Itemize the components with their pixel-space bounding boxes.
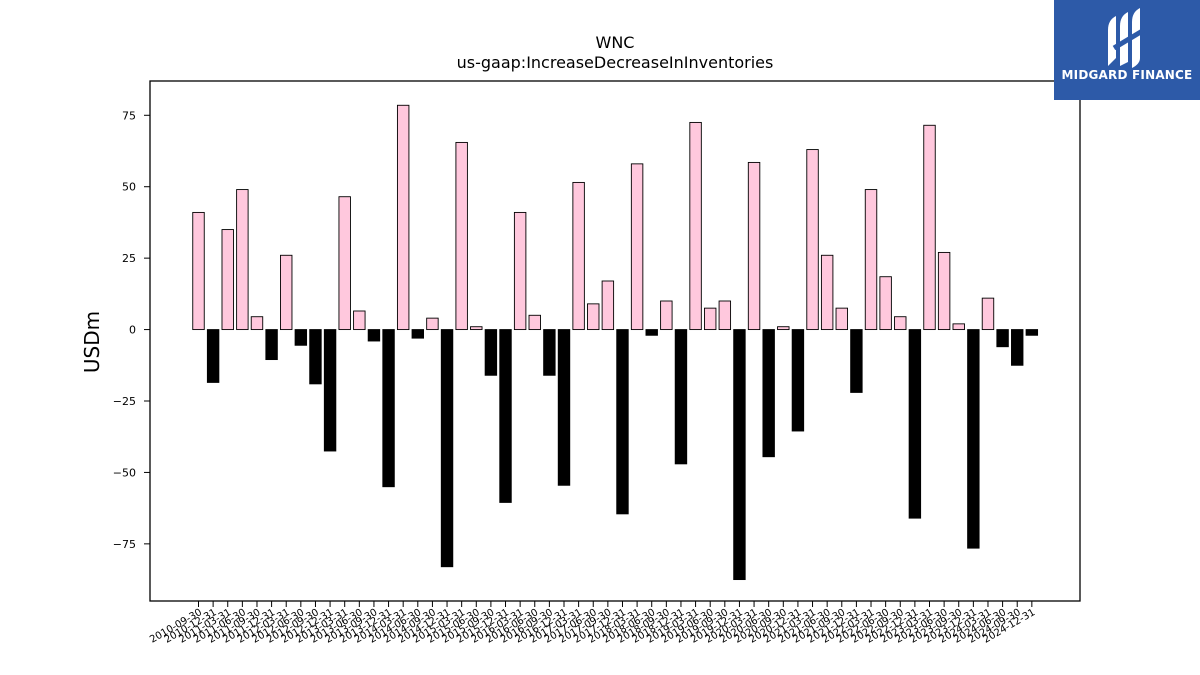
bar bbox=[952, 323, 965, 331]
chart-title: WNC bbox=[596, 33, 635, 52]
y-tick-label: 25 bbox=[122, 252, 136, 265]
bar bbox=[499, 329, 512, 503]
bar bbox=[455, 141, 468, 331]
bar bbox=[192, 211, 205, 331]
bar bbox=[1011, 329, 1024, 366]
bar bbox=[747, 161, 761, 331]
bar bbox=[411, 329, 424, 339]
plot-frame bbox=[149, 80, 1081, 602]
bar bbox=[323, 329, 337, 452]
brand-logo: MIDGARD FINANCE bbox=[1054, 0, 1200, 100]
bar bbox=[513, 211, 527, 331]
bar bbox=[718, 300, 732, 331]
bar bbox=[221, 229, 234, 331]
bar bbox=[850, 329, 863, 393]
bar bbox=[294, 329, 308, 346]
bar bbox=[250, 316, 264, 331]
bar bbox=[470, 326, 483, 331]
y-tick-label: 75 bbox=[122, 109, 136, 122]
bar bbox=[660, 300, 673, 331]
bar bbox=[616, 329, 629, 515]
y-tick-label: 50 bbox=[122, 181, 136, 194]
bar bbox=[587, 303, 600, 331]
y-tick-label: −50 bbox=[113, 466, 136, 479]
bar bbox=[689, 121, 702, 331]
brand-name: MIDGARD FINANCE bbox=[1061, 68, 1193, 82]
bar bbox=[528, 314, 541, 331]
bar bbox=[704, 307, 717, 331]
bar bbox=[265, 329, 278, 361]
bar bbox=[557, 329, 571, 486]
bar bbox=[484, 329, 498, 376]
bar bbox=[601, 280, 615, 331]
bar bbox=[645, 329, 658, 336]
bar bbox=[396, 104, 410, 331]
bar bbox=[894, 316, 907, 331]
bar bbox=[572, 181, 585, 331]
bar bbox=[674, 329, 688, 465]
bar bbox=[908, 329, 922, 519]
brand-mark-icon bbox=[1108, 8, 1146, 68]
bar bbox=[206, 329, 220, 383]
bar bbox=[426, 317, 439, 331]
bar bbox=[353, 310, 366, 331]
bar bbox=[630, 163, 644, 331]
bar bbox=[338, 196, 351, 331]
bar bbox=[967, 329, 980, 549]
bar bbox=[367, 329, 381, 342]
bar bbox=[996, 329, 1009, 348]
bar bbox=[440, 329, 454, 568]
bar bbox=[937, 251, 951, 331]
bar bbox=[923, 124, 936, 331]
bar bbox=[309, 329, 322, 385]
bar bbox=[791, 329, 805, 432]
bar bbox=[820, 254, 834, 331]
bar bbox=[1025, 329, 1039, 336]
bar bbox=[280, 254, 293, 331]
bar bbox=[543, 329, 556, 376]
y-tick-label: 0 bbox=[129, 324, 136, 337]
bar bbox=[864, 189, 878, 331]
bar bbox=[236, 189, 249, 331]
bar bbox=[382, 329, 395, 488]
bar bbox=[981, 297, 995, 331]
bar bbox=[733, 329, 746, 581]
y-axis-label: USDm bbox=[80, 311, 104, 373]
plot-area: 7550250−25−50−752010-09-302010-12-312011… bbox=[113, 104, 1039, 646]
bar bbox=[879, 276, 892, 331]
bar bbox=[835, 307, 848, 331]
bar bbox=[777, 326, 790, 331]
bar bbox=[806, 149, 819, 331]
chart-subtitle: us-gaap:IncreaseDecreaseInInventories bbox=[457, 53, 774, 72]
y-tick-label: −75 bbox=[113, 538, 136, 551]
y-tick-label: −25 bbox=[113, 395, 136, 408]
bar bbox=[762, 329, 775, 458]
